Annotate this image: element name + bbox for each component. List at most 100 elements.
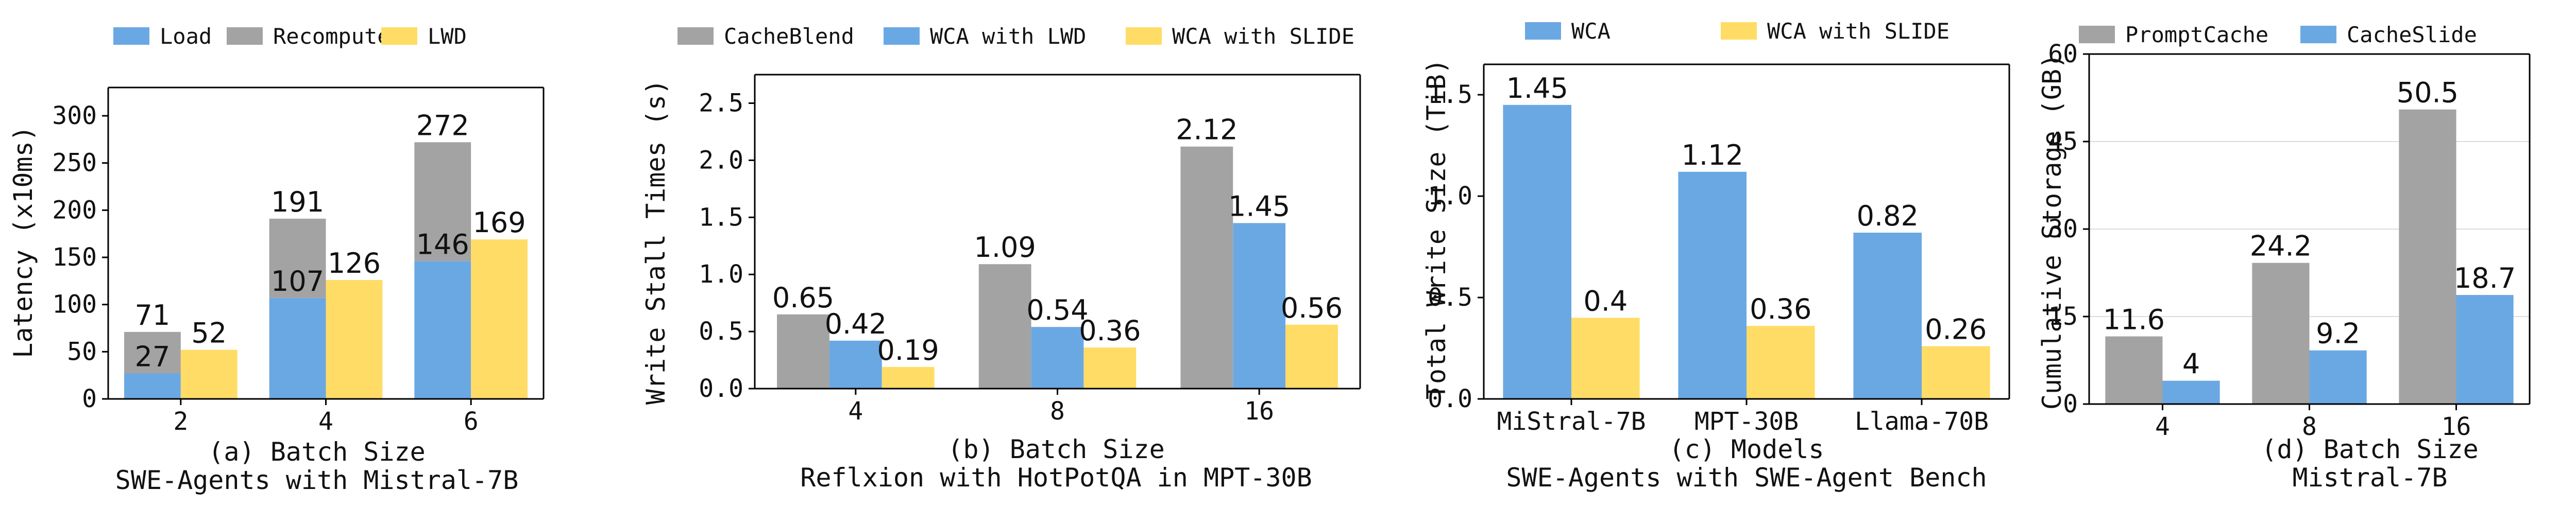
panel-a-data-label: 107 [271, 265, 324, 298]
panel-a-bar-load-2 [124, 373, 181, 399]
panel-c-bar-wca-MiStral-7B [1503, 104, 1571, 399]
panel-a-xtick-label: 6 [464, 407, 479, 436]
panel-b-xlabel: (b) Batch Size [947, 434, 1164, 464]
panel-a-xlabel: (a) Batch Size [208, 437, 425, 467]
panel-b-xtick-label: 8 [1050, 397, 1065, 426]
panel-a-bar-recompute-6 [414, 142, 471, 261]
panel-c-bar-wca-MPT-30B [1678, 171, 1747, 399]
panel-a-legend-swatch-lwd [381, 27, 417, 45]
panel-b-legend-label: CacheBlend [724, 24, 854, 49]
panel-c-ytick-label: 0.5 [1428, 283, 1472, 312]
panel-b-xtick-label: 16 [1244, 397, 1274, 426]
panel-b-legend-swatch-wca-with-slide [1126, 27, 1162, 45]
panel-d-bar-cacheslide-8 [2309, 350, 2367, 404]
panel-b-bar-wca-with-lwd-8 [1031, 327, 1084, 389]
panel-a-ytick-label: 250 [52, 149, 97, 178]
panel-a-latency: Latency (x10ms) (a) Batch Size SWE-Agent… [8, 24, 545, 495]
panel-b-bar-cacheblend-16 [1180, 146, 1233, 389]
panel-a-bar-lwd-2 [180, 349, 238, 399]
panel-a-bar-lwd-6 [471, 239, 528, 399]
panel-b-bar-wca-with-lwd-4 [829, 340, 882, 389]
panel-b-legend-swatch-wca-with-lwd [884, 27, 920, 45]
panel-a-data-label: 191 [271, 186, 324, 218]
panel-b-data-label: 0.56 [1281, 292, 1343, 324]
panel-a-legend-label: Recompute [273, 24, 391, 49]
panel-a-bar-load-6 [414, 261, 471, 399]
panel-a-subtitle: SWE-Agents with Mistral-7B [115, 465, 519, 495]
panel-b-subtitle: Reflxion with HotPotQA in MPT-30B [800, 463, 1312, 493]
panel-d-bar-promptcache-16 [2399, 109, 2456, 404]
panel-b-bar-wca-with-lwd-16 [1233, 223, 1286, 389]
panel-c-data-label: 0.82 [1857, 200, 1919, 232]
panel-a-data-label: 126 [328, 247, 381, 279]
panel-b-legend-label: WCA with LWD [930, 24, 1086, 49]
panel-c-ytick-label: 0.0 [1428, 384, 1472, 413]
panel-c-bar-wca-with-slide-Llama-70B [1922, 346, 1990, 399]
panel-d-legend-label: PromptCache [2125, 22, 2268, 47]
panel-a-data-label: 71 [135, 299, 171, 331]
panel-c-legend-label: WCA [1571, 19, 1611, 44]
panel-c-legend-swatch-wca-with-slide [1721, 22, 1757, 40]
panel-b-data-label: 0.42 [825, 308, 887, 340]
panel-b-ytick-label: 2.0 [699, 146, 743, 174]
panel-d-storage: Cumulative Storage (GB) (d) Batch Size M… [2037, 22, 2531, 493]
panel-a-ylabel: Latency (x10ms) [8, 126, 38, 358]
panel-c-xtick-label: MPT-30B [1694, 407, 1799, 436]
panel-a-ytick-label: 50 [67, 337, 97, 366]
panel-a-ytick-label: 100 [52, 290, 97, 319]
panel-a-data-label: 52 [191, 317, 227, 349]
panel-b-data-label: 2.12 [1176, 114, 1238, 146]
panel-a-bar-load-4 [269, 298, 326, 399]
panel-d-xtick-label: 8 [2302, 412, 2317, 441]
panel-c-subtitle: SWE-Agents with SWE-Agent Bench [1506, 463, 1987, 493]
panel-c-data-label: 1.12 [1682, 139, 1743, 171]
panel-a-data-label: 146 [416, 228, 469, 260]
panel-a-data-label: 272 [416, 109, 469, 142]
panel-d-data-label: 24.2 [2250, 230, 2312, 263]
panel-a-ytick-label: 0 [82, 384, 97, 413]
panel-c-data-label: 0.4 [1583, 285, 1628, 317]
panel-c-legend-label: WCA with SLIDE [1767, 19, 1950, 44]
panel-a-legend-swatch-load [113, 27, 149, 45]
panel-b-bar-wca-with-slide-8 [1083, 347, 1137, 389]
panel-c-ylabel: Total Write Size (TiB) [1421, 59, 1451, 399]
panel-b-data-label: 0.36 [1079, 314, 1141, 347]
panel-a-data-label: 27 [135, 341, 171, 373]
panel-c-bar-wca-with-slide-MPT-30B [1747, 326, 1815, 399]
panel-d-data-label: 50.5 [2397, 77, 2459, 109]
panel-c-data-label: 0.26 [1925, 313, 1987, 346]
panel-a-xtick-label: 2 [173, 407, 188, 436]
panel-d-ytick-label: 15 [2048, 302, 2078, 331]
panel-d-data-label: 4 [2182, 348, 2200, 380]
panel-b-ytick-label: 0.0 [699, 374, 743, 403]
panel-c-xtick-label: Llama-70B [1855, 407, 1989, 436]
panel-a-xtick-label: 4 [318, 407, 333, 436]
panel-b-ytick-label: 2.5 [699, 89, 743, 117]
panel-b-data-label: 1.45 [1228, 190, 1290, 222]
panel-c-xtick-label: MiStral-7B [1497, 407, 1646, 436]
panel-d-ylabel: Cumulative Storage (GB) [2037, 54, 2067, 410]
panel-b-legend-label: WCA with SLIDE [1172, 24, 1354, 49]
panel-a-bar-recompute-2 [124, 331, 181, 374]
panel-c-ytick-label: 1.5 [1428, 80, 1472, 109]
panel-c-data-label: 1.45 [1506, 72, 1568, 104]
panel-d-legend-label: CacheSlide [2347, 22, 2477, 47]
panel-c-legend-swatch-wca [1525, 22, 1561, 40]
panel-b-ytick-label: 0.5 [699, 317, 743, 346]
panel-d-bar-cacheslide-16 [2456, 295, 2514, 404]
panel-d-bar-promptcache-4 [2105, 336, 2163, 404]
panel-c-xlabel: (c) Models [1669, 434, 1824, 464]
panel-d-xtick-label: 4 [2155, 412, 2170, 441]
panel-b-xtick-label: 4 [848, 397, 863, 426]
panel-d-ytick-label: 60 [2048, 40, 2078, 68]
panel-c-bar-wca-Llama-70B [1853, 232, 1922, 399]
panel-b-bar-cacheblend-8 [978, 264, 1031, 389]
panel-b-ylabel: Write Stall Times (s) [641, 79, 671, 405]
panel-d-ytick-label: 30 [2048, 215, 2078, 243]
panel-c-bar-wca-with-slide-MiStral-7B [1571, 318, 1640, 399]
panel-d-data-label: 18.7 [2454, 262, 2516, 294]
panel-d-legend-swatch-cacheslide [2300, 26, 2336, 43]
panel-b-data-label: 1.09 [974, 231, 1036, 264]
panel-a-ytick-label: 150 [52, 243, 97, 272]
